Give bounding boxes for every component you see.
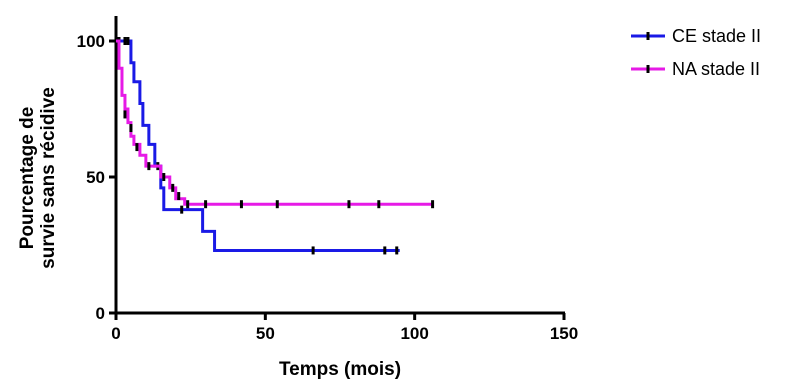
series-0 — [116, 37, 400, 255]
x-axis-title: Temps (mois) — [279, 359, 401, 380]
axes — [114, 16, 565, 315]
x-tick-label: 150 — [550, 324, 578, 343]
y-tick-label: 0 — [96, 304, 105, 323]
x-tick-label: 0 — [111, 324, 120, 343]
legend-label-ce: CE stade II — [672, 26, 761, 46]
legend: CE stade II NA stade II — [631, 26, 761, 79]
legend-item-na: NA stade II — [631, 59, 760, 79]
legend-label-na: NA stade II — [672, 59, 760, 79]
series-layer — [116, 37, 435, 255]
y-axis-title-line2: survie sans récidive — [38, 87, 59, 269]
series-line — [116, 39, 400, 252]
ticks: 0 50 100 0 50 100 150 — [77, 32, 579, 343]
x-tick-label: 100 — [400, 324, 428, 343]
y-tick-label: 50 — [86, 168, 105, 187]
x-tick-label: 50 — [256, 324, 275, 343]
y-tick-label: 100 — [77, 32, 105, 51]
legend-item-ce: CE stade II — [631, 26, 761, 46]
series-1 — [116, 39, 435, 209]
y-axis-title-line1: Pourcentage de — [17, 107, 38, 250]
